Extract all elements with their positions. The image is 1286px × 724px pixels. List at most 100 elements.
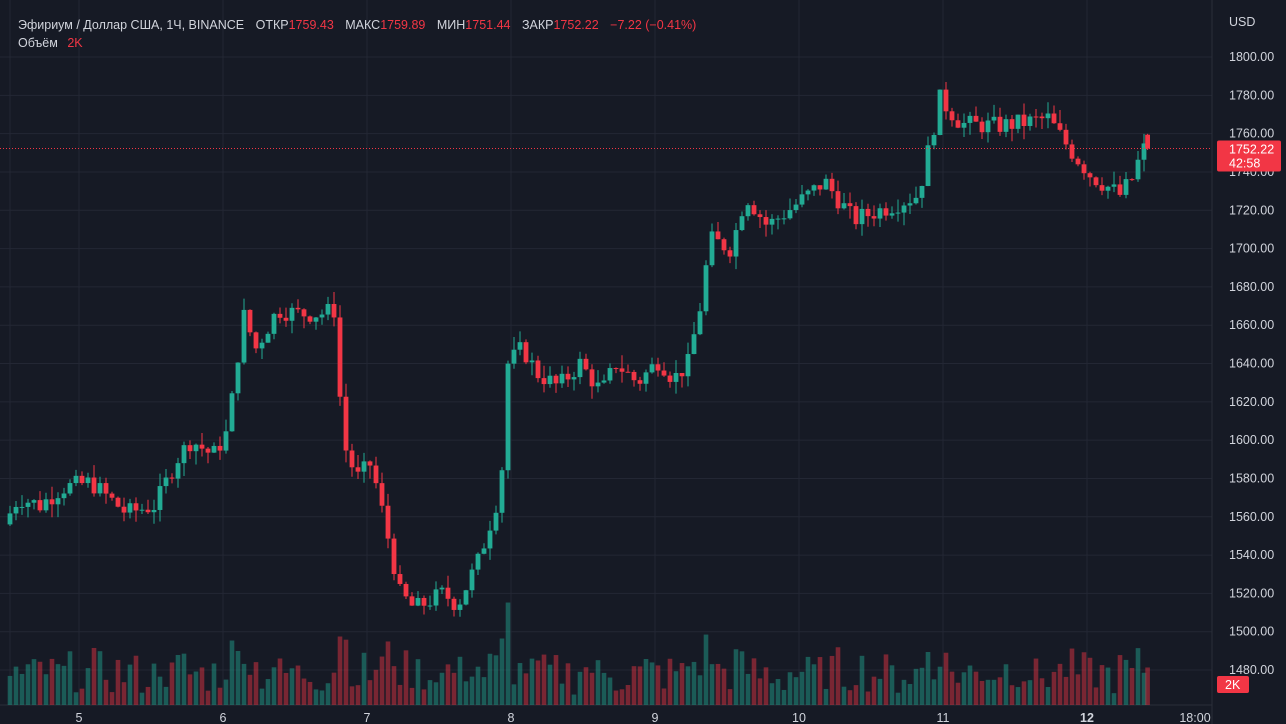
candle-body (997, 116, 1003, 132)
close-value: 1752.22 (553, 18, 599, 32)
candle-body (265, 333, 271, 343)
volume-bar (631, 666, 637, 705)
candle-body (1039, 116, 1045, 119)
bar-countdown: 42:58 (1229, 157, 1260, 171)
candle-body (517, 342, 523, 350)
volume-bar (979, 680, 985, 705)
candle-body (709, 231, 715, 266)
volume-bar (7, 675, 13, 705)
candle-body (625, 371, 631, 373)
volume-bar (1039, 678, 1045, 705)
grid (0, 0, 1213, 724)
volume-bar (619, 689, 625, 705)
top-caption-strip (0, 0, 1286, 6)
symbol-title[interactable]: Эфириум / Доллар США, 1Ч, BINANCE (18, 18, 245, 32)
candle-body (895, 212, 901, 214)
volume-bar (877, 678, 883, 705)
volume-bar (697, 675, 703, 705)
volume-bar (1093, 687, 1099, 705)
volume-bar (1021, 681, 1027, 705)
candle-body (1051, 113, 1057, 124)
candle-body (775, 218, 781, 220)
candle-body (79, 475, 85, 484)
candle-body (19, 506, 25, 508)
volume-bar (865, 691, 871, 705)
volume-bar (1129, 667, 1135, 705)
volume-bar (145, 686, 151, 705)
candle-body (13, 506, 19, 514)
volume-label[interactable]: Объём (18, 36, 58, 50)
candle-body (85, 477, 91, 484)
candle-body (583, 358, 589, 370)
volume-bar (751, 658, 757, 705)
candle-body (643, 372, 649, 384)
candle-body (493, 512, 499, 531)
volume-bar (271, 667, 277, 705)
time-tick-label: 6 (220, 711, 227, 724)
time-tick-label: 10 (792, 711, 806, 724)
volume-bar (1045, 687, 1051, 705)
candle-body (1099, 185, 1105, 191)
volume-bar (637, 666, 643, 705)
volume-bar (511, 684, 517, 705)
candle-body (529, 360, 535, 363)
candle-body (883, 208, 889, 216)
candle-body (199, 444, 205, 449)
candle-body (685, 354, 691, 377)
candle-body (331, 303, 337, 318)
volume-bar (997, 677, 1003, 705)
candle-body (805, 190, 811, 195)
candle-body (31, 500, 37, 503)
volume-bar (493, 655, 499, 705)
volume-bar (943, 652, 949, 705)
volume-bar (655, 665, 661, 705)
currency-label[interactable]: USD (1229, 15, 1255, 29)
candle-body (457, 604, 463, 610)
volume-bar (25, 664, 31, 705)
candle-body (739, 216, 745, 231)
candle-body (433, 589, 439, 606)
candle-body (1135, 159, 1141, 180)
candle-body (313, 317, 319, 322)
candle-body (553, 375, 559, 384)
volume-bar (187, 674, 193, 705)
volume-bar (415, 659, 421, 705)
volume-bar (31, 659, 37, 705)
volume-bar (427, 680, 433, 705)
volume-bar (901, 679, 907, 705)
volume-bar (577, 671, 583, 705)
candle-body (787, 210, 793, 219)
candle-body (205, 448, 211, 453)
volume-bar (739, 651, 745, 705)
volume-bar (433, 682, 439, 705)
volume-bar (121, 682, 127, 705)
candle-body (373, 465, 379, 484)
candle-body (103, 483, 109, 494)
close-label: ЗАКР (521, 18, 554, 32)
volume-bar (1099, 665, 1105, 705)
volume-bar (211, 663, 217, 705)
volume-bar (985, 679, 991, 705)
volume-badge (1217, 676, 1249, 693)
volume-bars (7, 602, 1150, 705)
candle-body (535, 360, 541, 379)
volume-row: Объём 2K (18, 34, 704, 52)
volume-bar (445, 664, 451, 705)
volume-bar (721, 668, 727, 705)
candle-body (451, 598, 457, 610)
candle-body (811, 185, 817, 191)
candle-body (943, 89, 949, 112)
candle-body (37, 500, 43, 511)
candle-body (175, 463, 181, 479)
volume-bar (361, 652, 367, 705)
volume-bar (1075, 674, 1081, 705)
candle-body (961, 122, 967, 128)
volume-bar (667, 658, 673, 705)
candle-body (877, 208, 883, 219)
candle-body (475, 553, 481, 570)
open-value: 1759.43 (288, 18, 334, 32)
change-value: −7.22 (−0.41%) (610, 18, 697, 32)
volume-bar (613, 690, 619, 705)
candle-body (907, 203, 913, 206)
